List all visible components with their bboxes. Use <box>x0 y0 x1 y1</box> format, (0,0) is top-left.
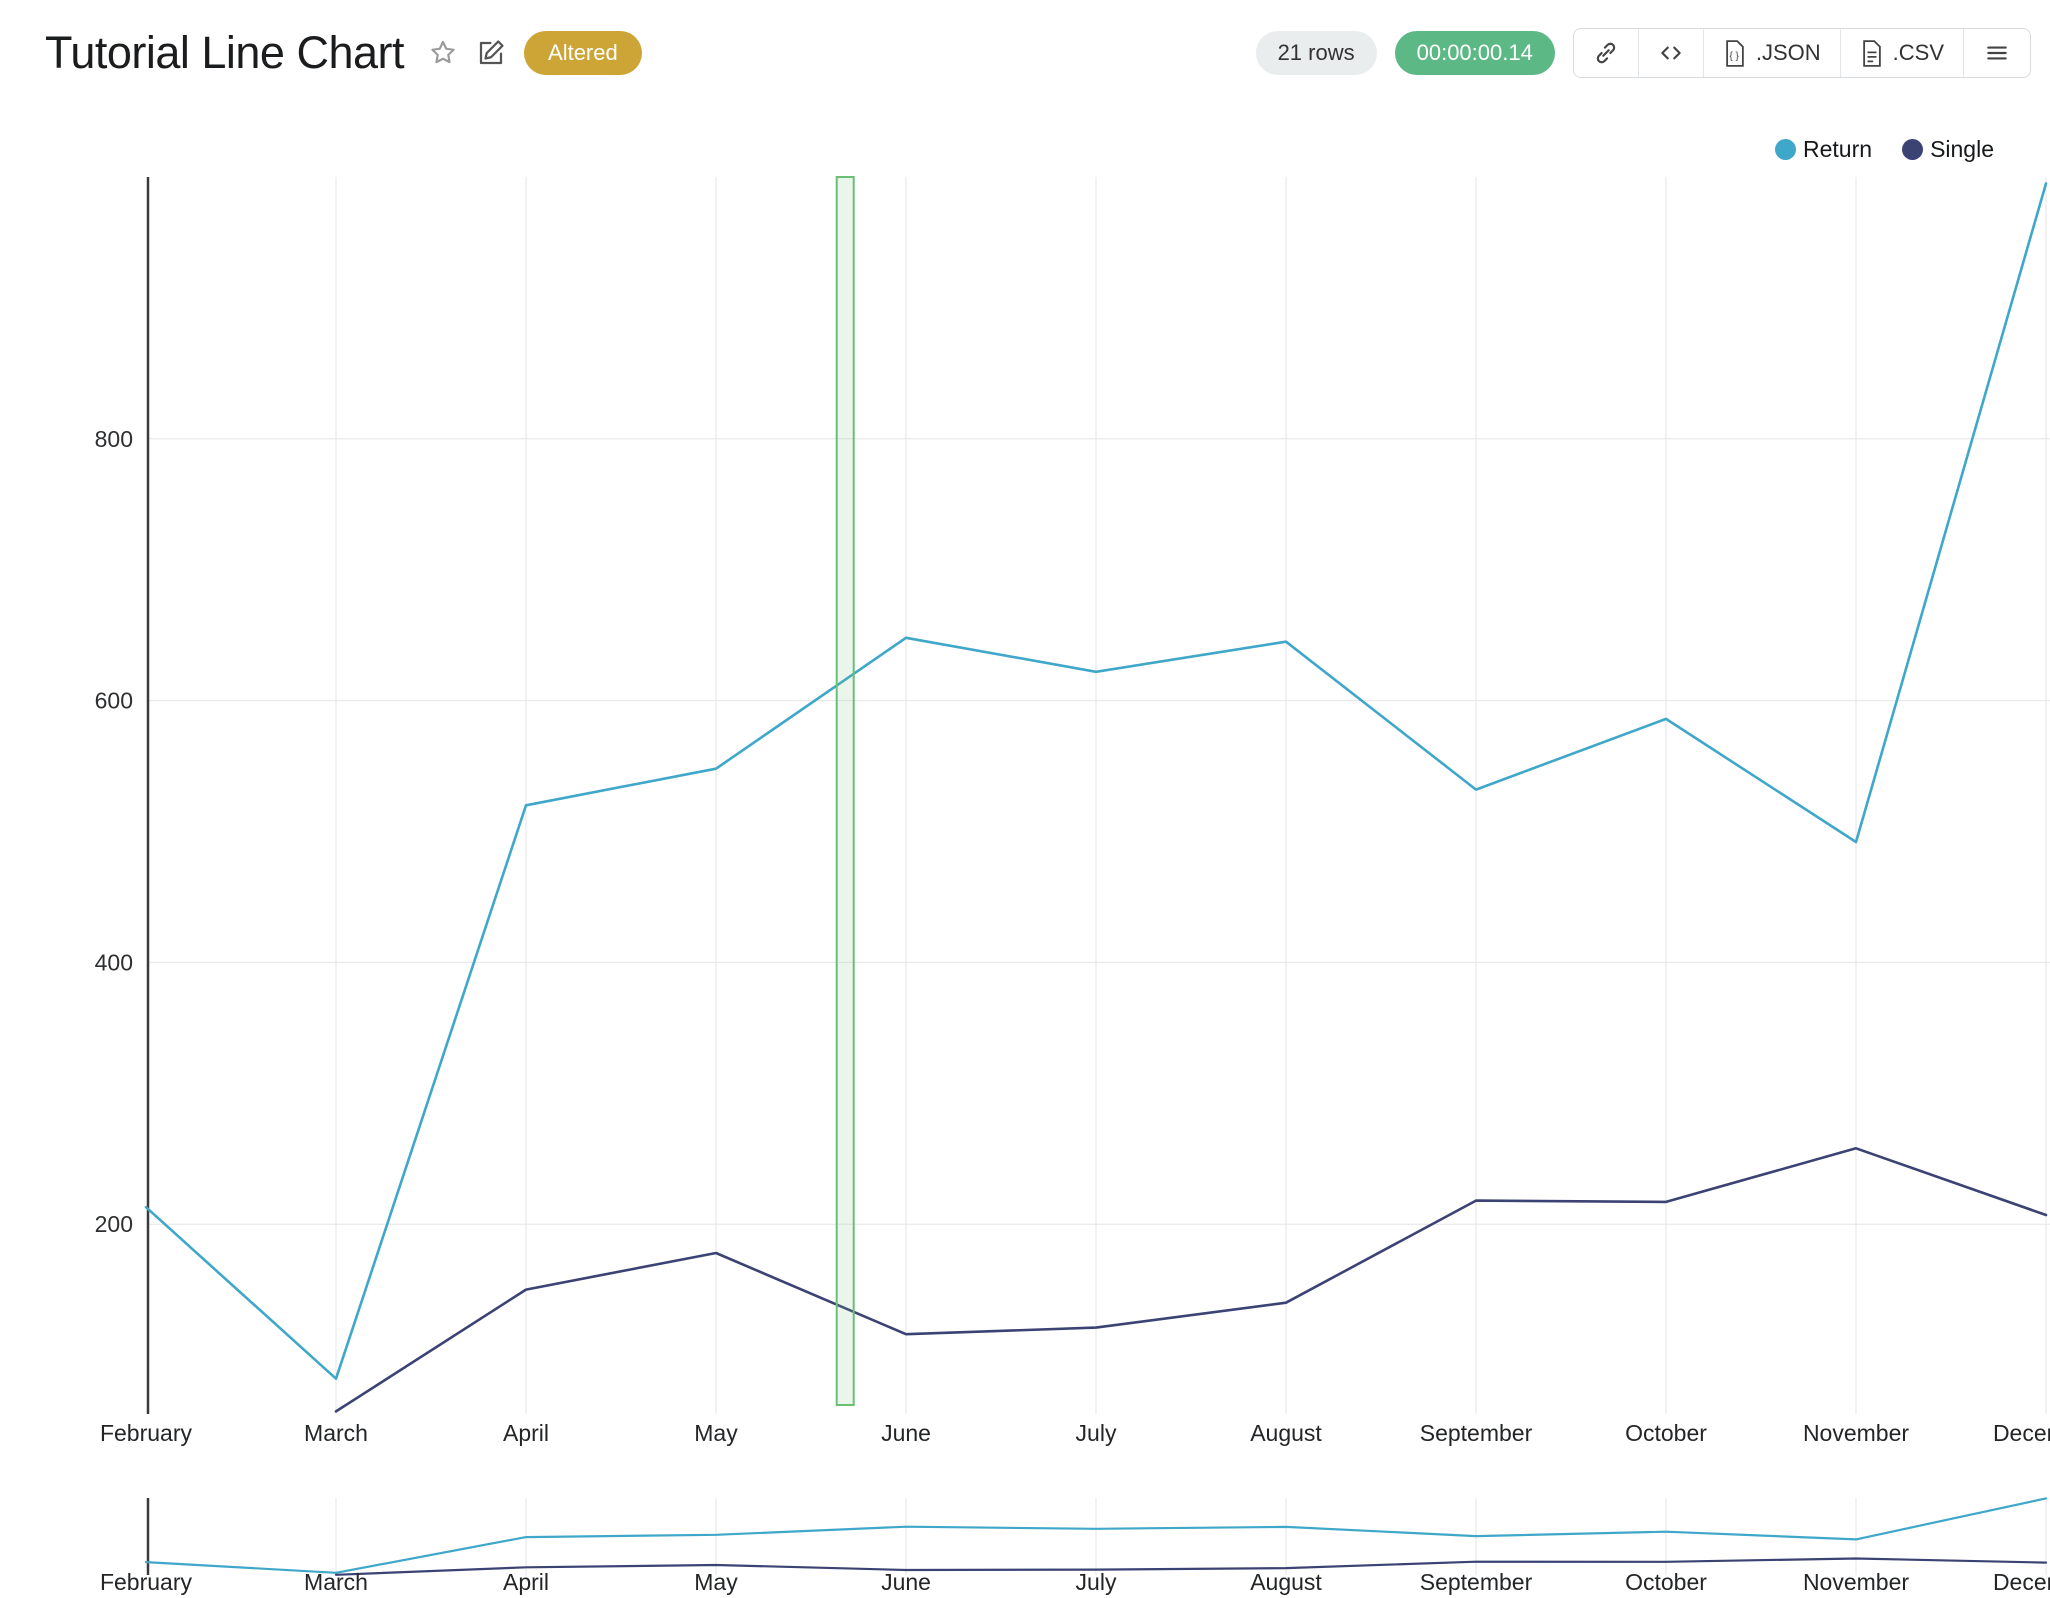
navigator-series-line-return <box>144 1497 2048 1574</box>
link-button[interactable] <box>1574 29 1638 77</box>
main-x-axis-label: April <box>503 1420 549 1446</box>
main-x-axis-label: December <box>1993 1420 2050 1446</box>
main-x-axis-label: August <box>1250 1420 1322 1446</box>
edit-icon[interactable] <box>476 38 506 68</box>
navigator-x-axis-label: October <box>1625 1569 1707 1595</box>
return-series-dot-icon <box>1775 139 1797 160</box>
main-y-tick-label: 200 <box>95 1211 133 1237</box>
main-x-axis-label: June <box>881 1420 931 1446</box>
main-x-axis-label: November <box>1803 1420 1909 1446</box>
main-y-tick-label: 800 <box>95 426 133 452</box>
main-x-axis-label: May <box>694 1420 738 1446</box>
main-series-line-single <box>334 1147 2048 1413</box>
chart-legend: Return Single <box>1775 136 1994 163</box>
export-toolbar: { } .JSON .CSV <box>1572 28 2031 78</box>
navigator-x-axis-label: November <box>1803 1569 1909 1595</box>
navigator-series-line-single <box>334 1557 2048 1576</box>
navigator-x-axis-label: August <box>1250 1569 1322 1595</box>
navigator-x-axis-label: May <box>694 1569 738 1595</box>
link-icon <box>1596 42 1616 64</box>
legend-label-single: Single <box>1930 136 1994 162</box>
svg-text:{ }: { } <box>1729 51 1739 62</box>
main-x-axis-label: February <box>100 1420 193 1446</box>
menu-button[interactable] <box>1963 29 2030 77</box>
navigator-x-axis-label: July <box>1076 1569 1117 1595</box>
code-icon <box>1661 46 1681 60</box>
main-y-tick-label: 400 <box>95 949 133 975</box>
main-series-line-return <box>144 182 2048 1380</box>
navigator-x-axis-label: April <box>503 1569 549 1595</box>
single-series-dot-icon <box>1902 139 1924 160</box>
code-button[interactable] <box>1637 29 1703 77</box>
query-timer-badge: 00:00:00.14 <box>1394 31 1555 75</box>
header: Tutorial Line Chart Altered 21 rows 00:0… <box>0 20 2050 86</box>
export-json-label: .JSON <box>1755 40 1821 65</box>
legend-item-single[interactable]: Single <box>1902 136 1994 163</box>
main-x-axis-label: September <box>1420 1420 1533 1446</box>
navigator-x-axis-label: September <box>1420 1569 1533 1595</box>
main-x-axis-label: October <box>1625 1420 1707 1446</box>
altered-status-badge: Altered <box>524 31 642 75</box>
main-x-axis-label: July <box>1076 1420 1117 1446</box>
row-count-badge: 21 rows <box>1255 31 1377 75</box>
export-json-button[interactable]: { } .JSON <box>1702 29 1840 77</box>
navigator-x-axis-label: June <box>881 1569 931 1595</box>
page-title: Tutorial Line Chart <box>45 27 405 78</box>
navigator-x-axis-label: March <box>304 1569 368 1595</box>
selection-band[interactable] <box>835 176 855 1406</box>
json-file-icon: { } <box>1726 39 1744 67</box>
main-y-tick-label: 600 <box>95 688 133 714</box>
legend-item-return[interactable]: Return <box>1775 136 1872 163</box>
csv-file-icon <box>1862 39 1881 67</box>
favorite-star-icon[interactable] <box>428 38 458 68</box>
legend-label-return: Return <box>1803 136 1873 162</box>
main-x-axis-label: March <box>304 1420 368 1446</box>
navigator-x-axis-label: February <box>100 1569 193 1595</box>
export-csv-button[interactable]: .CSV <box>1839 29 1963 77</box>
hamburger-menu-icon <box>1987 46 2007 60</box>
navigator-x-axis-label: December <box>1993 1569 2050 1595</box>
export-csv-label: .CSV <box>1892 40 1944 65</box>
